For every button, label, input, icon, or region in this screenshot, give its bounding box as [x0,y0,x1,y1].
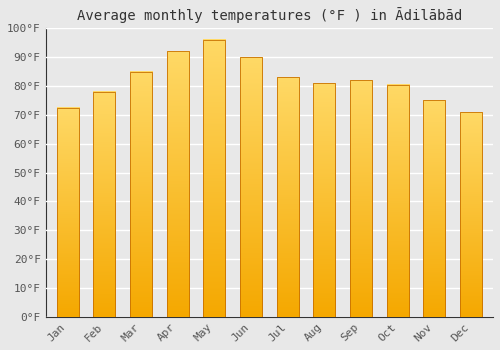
Bar [56,107,78,317]
Bar [314,83,336,317]
Bar [130,71,152,317]
Bar [204,40,226,317]
Bar [276,77,298,317]
Bar [424,100,446,317]
Bar [350,80,372,317]
Title: Average monthly temperatures (°F ) in Ādilābād: Average monthly temperatures (°F ) in Ād… [76,7,462,23]
Bar [240,57,262,317]
Bar [166,51,188,317]
Bar [93,92,115,317]
Bar [386,84,408,317]
Bar [460,112,482,317]
